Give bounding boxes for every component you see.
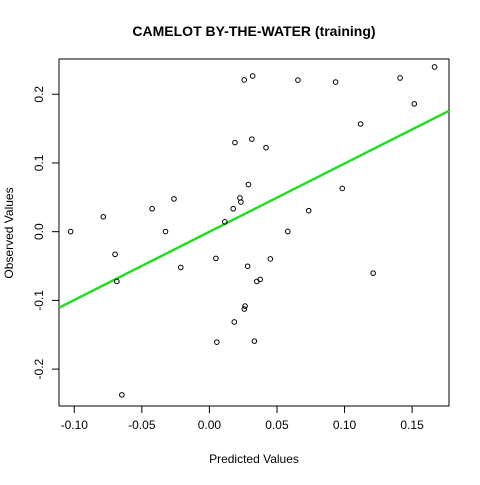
data-point <box>100 213 107 220</box>
regression-line-group <box>58 109 450 309</box>
chart-title: CAMELOT BY-THE-WATER (training) <box>132 23 375 39</box>
data-point <box>284 228 291 235</box>
data-point <box>213 255 219 262</box>
data-point <box>357 121 364 127</box>
x-tick-label: 0.00 <box>198 418 222 432</box>
data-point <box>431 64 438 70</box>
data-point <box>370 270 376 276</box>
data-point <box>231 319 238 325</box>
data-point <box>232 139 238 146</box>
data-point <box>238 199 244 205</box>
x-tick-label: 0.10 <box>333 418 357 432</box>
data-points <box>67 64 438 398</box>
data-point <box>263 144 269 151</box>
data-point <box>249 73 256 79</box>
data-point <box>257 276 264 283</box>
y-tick-label: -0.2 <box>32 358 46 379</box>
y-tick-label: -0.1 <box>32 290 46 311</box>
x-tick-label: 0.05 <box>265 418 289 432</box>
x-tick-label: 0.15 <box>400 418 424 432</box>
data-point <box>244 263 251 270</box>
plot-frame <box>58 58 450 407</box>
data-point <box>411 101 418 107</box>
data-point <box>241 77 248 83</box>
data-point <box>397 75 403 81</box>
data-point <box>230 205 236 212</box>
data-point <box>305 207 312 214</box>
data-point <box>295 77 301 83</box>
data-point <box>67 228 74 235</box>
data-point <box>162 228 169 235</box>
data-point <box>267 256 274 262</box>
data-point <box>171 196 177 202</box>
data-point <box>112 251 118 258</box>
data-point <box>222 219 228 225</box>
data-point <box>177 264 184 271</box>
y-tick-label: 0.2 <box>32 86 46 103</box>
y-axis-label: Observed Values <box>2 187 16 278</box>
data-point <box>339 185 346 192</box>
y-tick-label: 0.1 <box>32 154 46 171</box>
data-point <box>245 181 252 188</box>
x-axis-ticks: -0.10 -0.05 0.00 0.05 0.10 0.15 <box>61 406 424 432</box>
data-point <box>242 303 248 309</box>
data-point <box>149 205 155 212</box>
x-tick-label: -0.10 <box>61 418 89 432</box>
x-axis-label: Predicted Values <box>209 452 299 466</box>
data-point <box>249 136 255 142</box>
data-point <box>251 338 258 344</box>
x-tick-label: -0.05 <box>128 418 156 432</box>
y-tick-label: 0.0 <box>32 223 46 240</box>
regression-line <box>58 109 450 309</box>
y-axis-ticks: -0.2 -0.1 0.0 0.1 0.2 <box>32 86 59 379</box>
data-point <box>114 278 120 285</box>
data-point <box>214 339 220 345</box>
data-point <box>119 392 125 398</box>
data-point <box>241 306 248 312</box>
data-point <box>332 79 339 85</box>
